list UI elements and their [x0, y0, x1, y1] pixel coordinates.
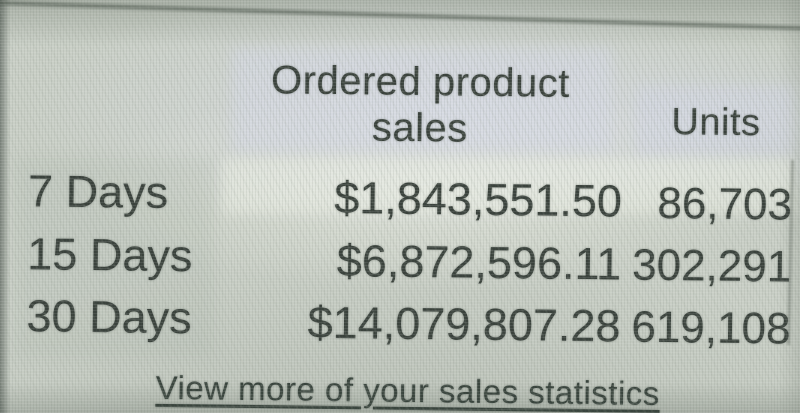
- row-units-7-days: 86,703: [657, 178, 793, 230]
- row-units-30-days: 619,108: [631, 302, 791, 354]
- row-period-15-days: 15 Days: [27, 228, 193, 282]
- row-sales-15-days: $6,872,596.11: [336, 235, 622, 290]
- column-header-units: Units: [671, 101, 761, 145]
- column-header-ordered-product-sales: Ordered product sales: [270, 58, 571, 151]
- row-period-30-days: 30 Days: [26, 290, 192, 344]
- row-period-7-days: 7 Days: [27, 165, 169, 218]
- row-sales-30-days: $14,079,807.28: [307, 296, 621, 352]
- row-units-15-days: 302,291: [631, 240, 792, 292]
- row-sales-7-days: $1,843,551.50: [333, 171, 623, 227]
- view-more-sales-statistics-link[interactable]: View more of your sales statistics: [155, 368, 661, 412]
